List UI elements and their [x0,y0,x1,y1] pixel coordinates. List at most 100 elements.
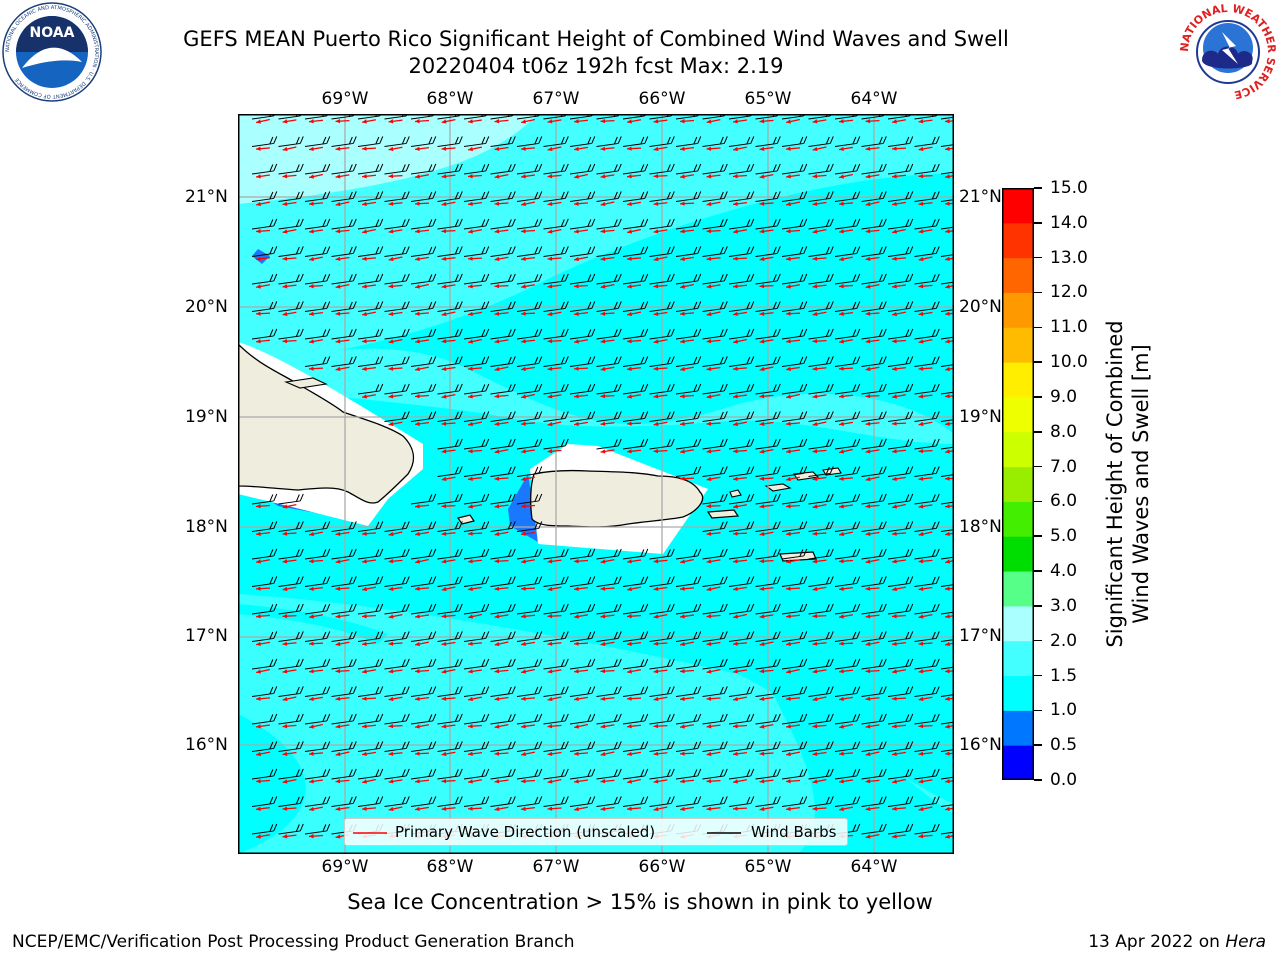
wind-barb-flag [591,191,596,199]
wind-barb-flag [666,274,671,282]
wind-barb-flag [693,741,698,750]
wind-barb-flag [617,136,622,144]
wind-barb-flag [882,466,887,474]
wind-barb [940,776,954,780]
colorbar-tick-label: 8.0 [1050,421,1078,442]
wave-direction-arrowhead [653,723,659,729]
wave-direction-arrowhead [706,696,712,701]
wind-barb [940,749,954,752]
wind-barb-flag [909,603,914,612]
wave-direction-arrowhead [441,503,447,509]
colorbar-label-line1: Significant Height of Combined [1103,320,1127,648]
wind-barb [940,144,954,147]
wind-barb-flag [772,219,777,227]
wind-barb-flag [935,576,940,584]
wind-barb-flag [299,686,304,694]
wind-barb-flag [348,576,353,585]
wave-direction-arrowhead [945,779,950,784]
wave-direction-arrowhead [839,339,844,344]
wind-barb-flag [587,329,592,337]
wave-direction-arrowhead [547,174,553,179]
wind-barb-flag [882,576,887,584]
wind-barb-flag [481,191,486,200]
wave-direction-arrowhead [653,586,659,592]
wind-barb-flag [481,521,486,530]
wind-barb-flag [878,136,883,145]
wave-direction-arrowhead [521,696,526,701]
wave-direction-arrowhead [759,283,765,289]
wave-direction-arrowhead [574,421,579,427]
wave-direction-arrowhead [441,339,447,344]
wind-barb-flag [375,164,380,172]
wind-barb-flag [803,576,808,584]
wind-barb-flag [617,191,622,199]
wave-direction-arrowhead [680,614,685,619]
wind-barb-flag [295,604,300,612]
wind-barb-flag [375,631,380,640]
wave-direction-arrowhead [494,669,500,674]
wind-barb-flag [693,714,698,722]
wind-barb-flag [269,659,274,667]
wind-barb-flag [269,219,274,227]
wave-direction-arrowhead [574,779,579,784]
wave-direction-arrowhead [786,449,791,454]
wave-direction-arrowhead [335,201,341,207]
wave-direction-arrowhead [786,504,791,509]
wind-barb-flag [454,356,459,365]
wave-direction-arrowhead [468,284,473,289]
wave-direction-arrowhead [521,174,526,179]
wind-barb [940,666,954,670]
wave-direction-arrowhead [786,614,791,619]
wave-direction-arrowhead [812,504,818,509]
colorbar-tick-label: 2.0 [1050,630,1078,651]
wind-barb-flag [693,246,698,255]
wind-barb [940,199,954,202]
wind-barb-flag [882,328,887,337]
wind-barb-flag [295,521,300,530]
wind-barb-flag [723,246,728,254]
wind-barb-flag [507,494,512,502]
wind-barb-flag [882,218,887,227]
wind-barb-flag [644,273,649,282]
wind-barb-flag [776,521,781,529]
chart-subtitle: 20220404 t06z 192h fcst Max: 2.19 [408,54,784,78]
wind-barb-flag [591,136,596,144]
wind-barb-flag [746,686,751,695]
wind-barb-flag [507,164,512,172]
wind-barb-flag [401,384,406,392]
wave-direction-arrowhead [388,339,394,344]
wind-barb-flag [856,493,861,502]
wave-direction-arrowhead [865,559,871,564]
wind-barb-flag [534,219,539,227]
wave-direction-arrowhead [388,311,394,317]
wave-direction-arrowhead [388,723,394,729]
wind-barb-flag [905,246,910,255]
wind-barb-flag [587,741,592,750]
wave-direction-arrowhead [945,696,950,701]
wind-barb-flag [454,384,459,392]
wave-direction-arrowhead [786,394,792,399]
wind-barb-flag [587,769,592,777]
wind-barb-flag [454,659,459,667]
wind-barb-flag [458,273,463,282]
wind-barb-flag [935,218,940,227]
wind-barb-flag [401,521,406,530]
wind-barb-flag [617,328,622,337]
wave-direction-arrowhead [335,779,341,784]
wave-direction-arrowhead [282,531,288,536]
wind-barb-flag [295,301,300,310]
wind-barb-flag [295,191,300,200]
wind-barb-flag [882,658,887,667]
wind-barb-flag [613,329,618,337]
wave-direction-arrowhead [441,119,447,124]
wave-direction-arrowhead [415,284,421,289]
wave-direction-arrowhead [706,174,712,179]
wave-direction-arrowhead [362,614,367,619]
colorbar-tick-label: 3.0 [1050,595,1078,616]
wave-direction-arrowhead [839,394,844,399]
wind-barb-flag [507,466,512,475]
wind-barb-flag [693,576,698,585]
wind-barb-flag [587,604,592,612]
wind-barb-flag [485,191,490,199]
wind-barb-flag [723,301,728,309]
